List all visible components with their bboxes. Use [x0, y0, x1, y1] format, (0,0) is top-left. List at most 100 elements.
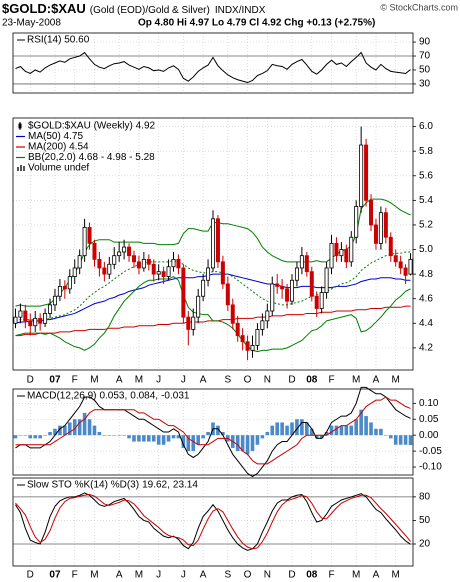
candle-body: [18, 310, 23, 318]
candle-body: [67, 276, 72, 290]
candle-body: [210, 218, 215, 269]
x-tick-label: A: [373, 570, 380, 581]
symbol: $GOLD:$XAU: [2, 1, 86, 16]
candle-body: [388, 236, 393, 257]
y-tick-label: 5.6: [419, 170, 433, 181]
candle-body: [102, 267, 107, 275]
panel-background: [13, 478, 413, 566]
candle-body: [373, 224, 378, 244]
y-tick-label: 20: [419, 539, 431, 550]
histogram-bar: [181, 435, 186, 448]
candle-body: [38, 317, 43, 324]
y-tick-label: 5.4: [419, 195, 433, 206]
candle-body: [107, 263, 112, 275]
x-tick-label: M: [90, 375, 98, 386]
x-tick-label: M: [135, 570, 143, 581]
histogram-bar: [255, 435, 260, 445]
candle-body: [48, 304, 53, 314]
candle-body: [290, 279, 295, 302]
histogram-bar: [216, 425, 220, 436]
series-line: [15, 386, 411, 478]
legend-icon: [20, 165, 22, 171]
candle-body: [299, 255, 304, 269]
histogram-bar: [161, 435, 166, 445]
panel-frame: [12, 32, 414, 94]
histogram-bar: [359, 409, 363, 436]
candle-body: [171, 258, 176, 268]
x-tick-label: F: [72, 570, 78, 581]
candle-body: [245, 341, 250, 351]
candle-body: [181, 267, 186, 318]
candle-body: [13, 316, 18, 324]
x-tick-label: J: [156, 375, 161, 386]
candle-body: [82, 227, 87, 257]
x-tick-label: 07: [49, 375, 61, 386]
histogram-bar: [300, 419, 304, 436]
series-line: [15, 273, 411, 324]
panel-label: RSI(14) 50.60: [27, 35, 90, 46]
histogram-bar: [374, 428, 378, 436]
histogram-bar: [196, 435, 200, 445]
candle-body: [57, 286, 62, 297]
candle-body: [43, 313, 48, 324]
candle-body: [156, 271, 161, 275]
panel-label: MACD(12,26,9): [27, 391, 96, 402]
histogram-bar: [221, 432, 225, 436]
quote: Op 4.80 Hi 4.97 Lo 4.79 Cl 4.92 Chg +0.1…: [138, 18, 375, 29]
header-line: $GOLD:$XAU (Gold (EOD)/Gold & Silver) INDX…: [2, 1, 266, 16]
y-tick-label: 0.05: [419, 414, 439, 425]
candle-body: [131, 255, 136, 263]
candle-body: [255, 329, 260, 346]
y-tick-label: 0.10: [419, 398, 439, 409]
candle-body: [334, 242, 339, 257]
series-line: [15, 492, 411, 551]
candle-body: [378, 212, 383, 244]
series-line: [15, 493, 411, 550]
histogram-bar: [92, 425, 97, 436]
histogram-bar: [349, 425, 354, 436]
x-tick-label: N: [264, 375, 271, 386]
histogram-bar: [285, 425, 289, 436]
panel-label: -0.031: [161, 391, 190, 402]
histogram-bar: [23, 435, 28, 436]
candle-body: [393, 255, 398, 263]
histogram-bar: [280, 422, 284, 436]
candle-body: [201, 279, 206, 297]
y-tick-label: 4.8: [419, 269, 433, 280]
x-tick-label: 08: [306, 375, 318, 386]
panel-label: 23.14: [173, 480, 198, 491]
histogram-bar: [171, 435, 176, 439]
x-tick-label: J: [181, 375, 186, 386]
candle-body: [122, 246, 127, 253]
candle-body: [408, 258, 413, 275]
candle-body: [191, 316, 196, 330]
histogram-bar: [186, 435, 191, 452]
panel-frame: [12, 477, 414, 567]
y-tick-label: 0.00: [419, 430, 439, 441]
candle-body: [349, 236, 354, 263]
histogram-bar: [82, 412, 87, 436]
candle-body: [364, 144, 369, 201]
x-tick-label: M: [352, 375, 360, 386]
histogram-bar: [122, 435, 126, 436]
candle-body: [324, 267, 329, 293]
histogram-bar: [379, 428, 383, 436]
legend-icon: [17, 167, 19, 171]
y-tick-label: 5.2: [419, 220, 433, 231]
candle-body: [339, 249, 344, 257]
histogram-bar: [270, 425, 275, 436]
histogram-bar: [260, 435, 265, 439]
histogram-bar: [48, 432, 52, 436]
candle-body: [176, 258, 181, 269]
x-tick-label: D: [27, 570, 34, 581]
histogram-bar: [28, 435, 33, 439]
candle-body: [280, 286, 285, 290]
candle-body: [215, 218, 220, 263]
x-tick-label: M: [135, 375, 143, 386]
x-tick-label: O: [244, 375, 252, 386]
candle-body: [230, 304, 235, 324]
x-tick-label: A: [373, 375, 380, 386]
candle-body: [146, 258, 151, 265]
candle-body: [285, 288, 290, 302]
